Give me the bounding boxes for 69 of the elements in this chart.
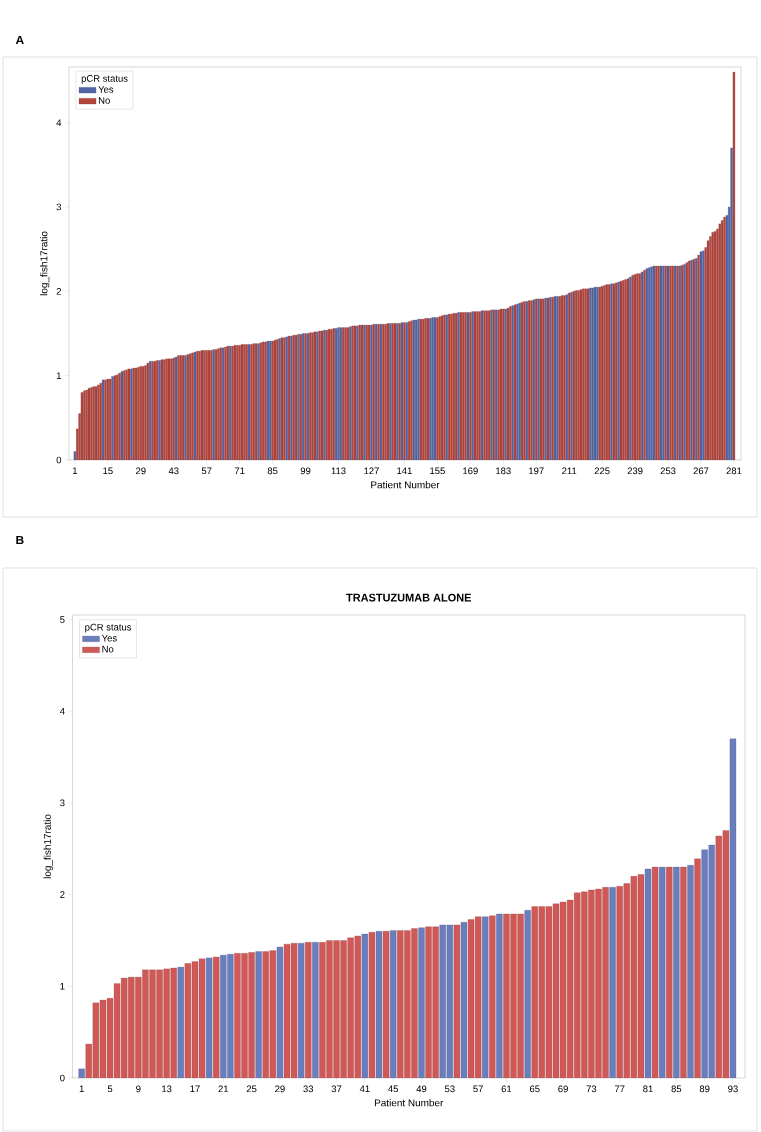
text: B [16, 535, 24, 545]
x-tick-label: 89 [699, 1085, 710, 1093]
x-tick-label: 71 [234, 467, 245, 475]
x-tick-label: 69 [558, 1085, 568, 1093]
y-tick-label: 3 [56, 203, 62, 211]
x-tick-label: 1 [72, 467, 78, 475]
x-axis-title: Patient Number [371, 481, 440, 489]
x-tick-label: 29 [136, 467, 146, 475]
x-tick-label: 85 [671, 1085, 682, 1093]
y-tick-label: 2 [56, 288, 62, 295]
x-tick-label: 61 [501, 1085, 512, 1093]
y-tick-label: 0 [60, 1074, 65, 1082]
legend-title: pCR status [85, 623, 132, 633]
x-tick-label: 281 [726, 467, 742, 475]
x-tick-label: 225 [594, 467, 610, 475]
x-tick-label: 253 [660, 467, 676, 475]
legend-title: pCR status [81, 75, 128, 84]
legend-label: Yes [98, 86, 114, 93]
x-tick-label: 13 [162, 1085, 172, 1093]
x-tick-label: 15 [103, 467, 113, 475]
x-tick-label: 127 [364, 467, 379, 475]
x-tick-label: 9 [136, 1085, 141, 1093]
x-tick-label: 45 [388, 1085, 399, 1093]
x-tick-label: 65 [529, 1085, 540, 1093]
x-tick-label: 41 [359, 1085, 370, 1093]
y-tick-label: 0 [56, 456, 62, 464]
x-tick-label: 43 [168, 467, 179, 475]
x-tick-label: 53 [444, 1085, 455, 1093]
x-tick-label: 37 [331, 1085, 342, 1093]
x-tick-label: 267 [693, 467, 709, 475]
y-tick-label: 3 [60, 799, 65, 807]
y-axis-title: log_fish17ratio [43, 814, 53, 879]
x-tick-label: 113 [331, 467, 346, 475]
y-tick-label: 4 [59, 708, 65, 715]
x-tick-label: 49 [416, 1085, 427, 1093]
x-tick-label: 73 [586, 1085, 597, 1093]
y-tick-label: 1 [56, 372, 62, 379]
x-tick-label: 155 [430, 467, 445, 475]
x-tick-label: 17 [190, 1085, 200, 1093]
x-tick-label: 57 [473, 1085, 483, 1093]
x-tick-label: 21 [218, 1085, 229, 1093]
chart-title: TRASTUZUMAB ALONE [346, 593, 471, 602]
x-tick-label: 57 [201, 467, 212, 475]
x-tick-label: 29 [275, 1085, 285, 1093]
x-tick-label: 239 [627, 467, 643, 475]
x-tick-label: 211 [562, 467, 577, 475]
legend-label: No [98, 97, 110, 104]
x-tick-label: 197 [529, 467, 544, 475]
x-tick-label: 141 [397, 467, 412, 475]
x-tick-label: 169 [463, 467, 478, 475]
x-tick-label: 77 [614, 1085, 625, 1093]
legend-label: Yes [101, 634, 117, 642]
x-tick-label: 81 [643, 1085, 653, 1093]
x-tick-label: 85 [267, 467, 278, 475]
y-tick-label: 4 [56, 119, 62, 126]
y-tick-label: 2 [60, 891, 65, 898]
x-tick-label: 183 [496, 467, 511, 475]
y-axis-title: log_fish17ratio [40, 231, 50, 296]
x-tick-label: 33 [303, 1085, 314, 1093]
text: A [15, 35, 24, 45]
y-tick-label: 1 [60, 983, 65, 990]
x-axis-title: Patient Number [374, 1099, 444, 1107]
x-tick-label: 25 [246, 1085, 257, 1093]
x-tick-label: 93 [728, 1085, 738, 1093]
x-tick-label: 1 [79, 1085, 84, 1093]
x-tick-label: 5 [107, 1085, 113, 1093]
x-tick-label: 99 [300, 467, 311, 475]
legend-label: No [102, 645, 114, 653]
y-tick-label: 5 [60, 616, 65, 623]
